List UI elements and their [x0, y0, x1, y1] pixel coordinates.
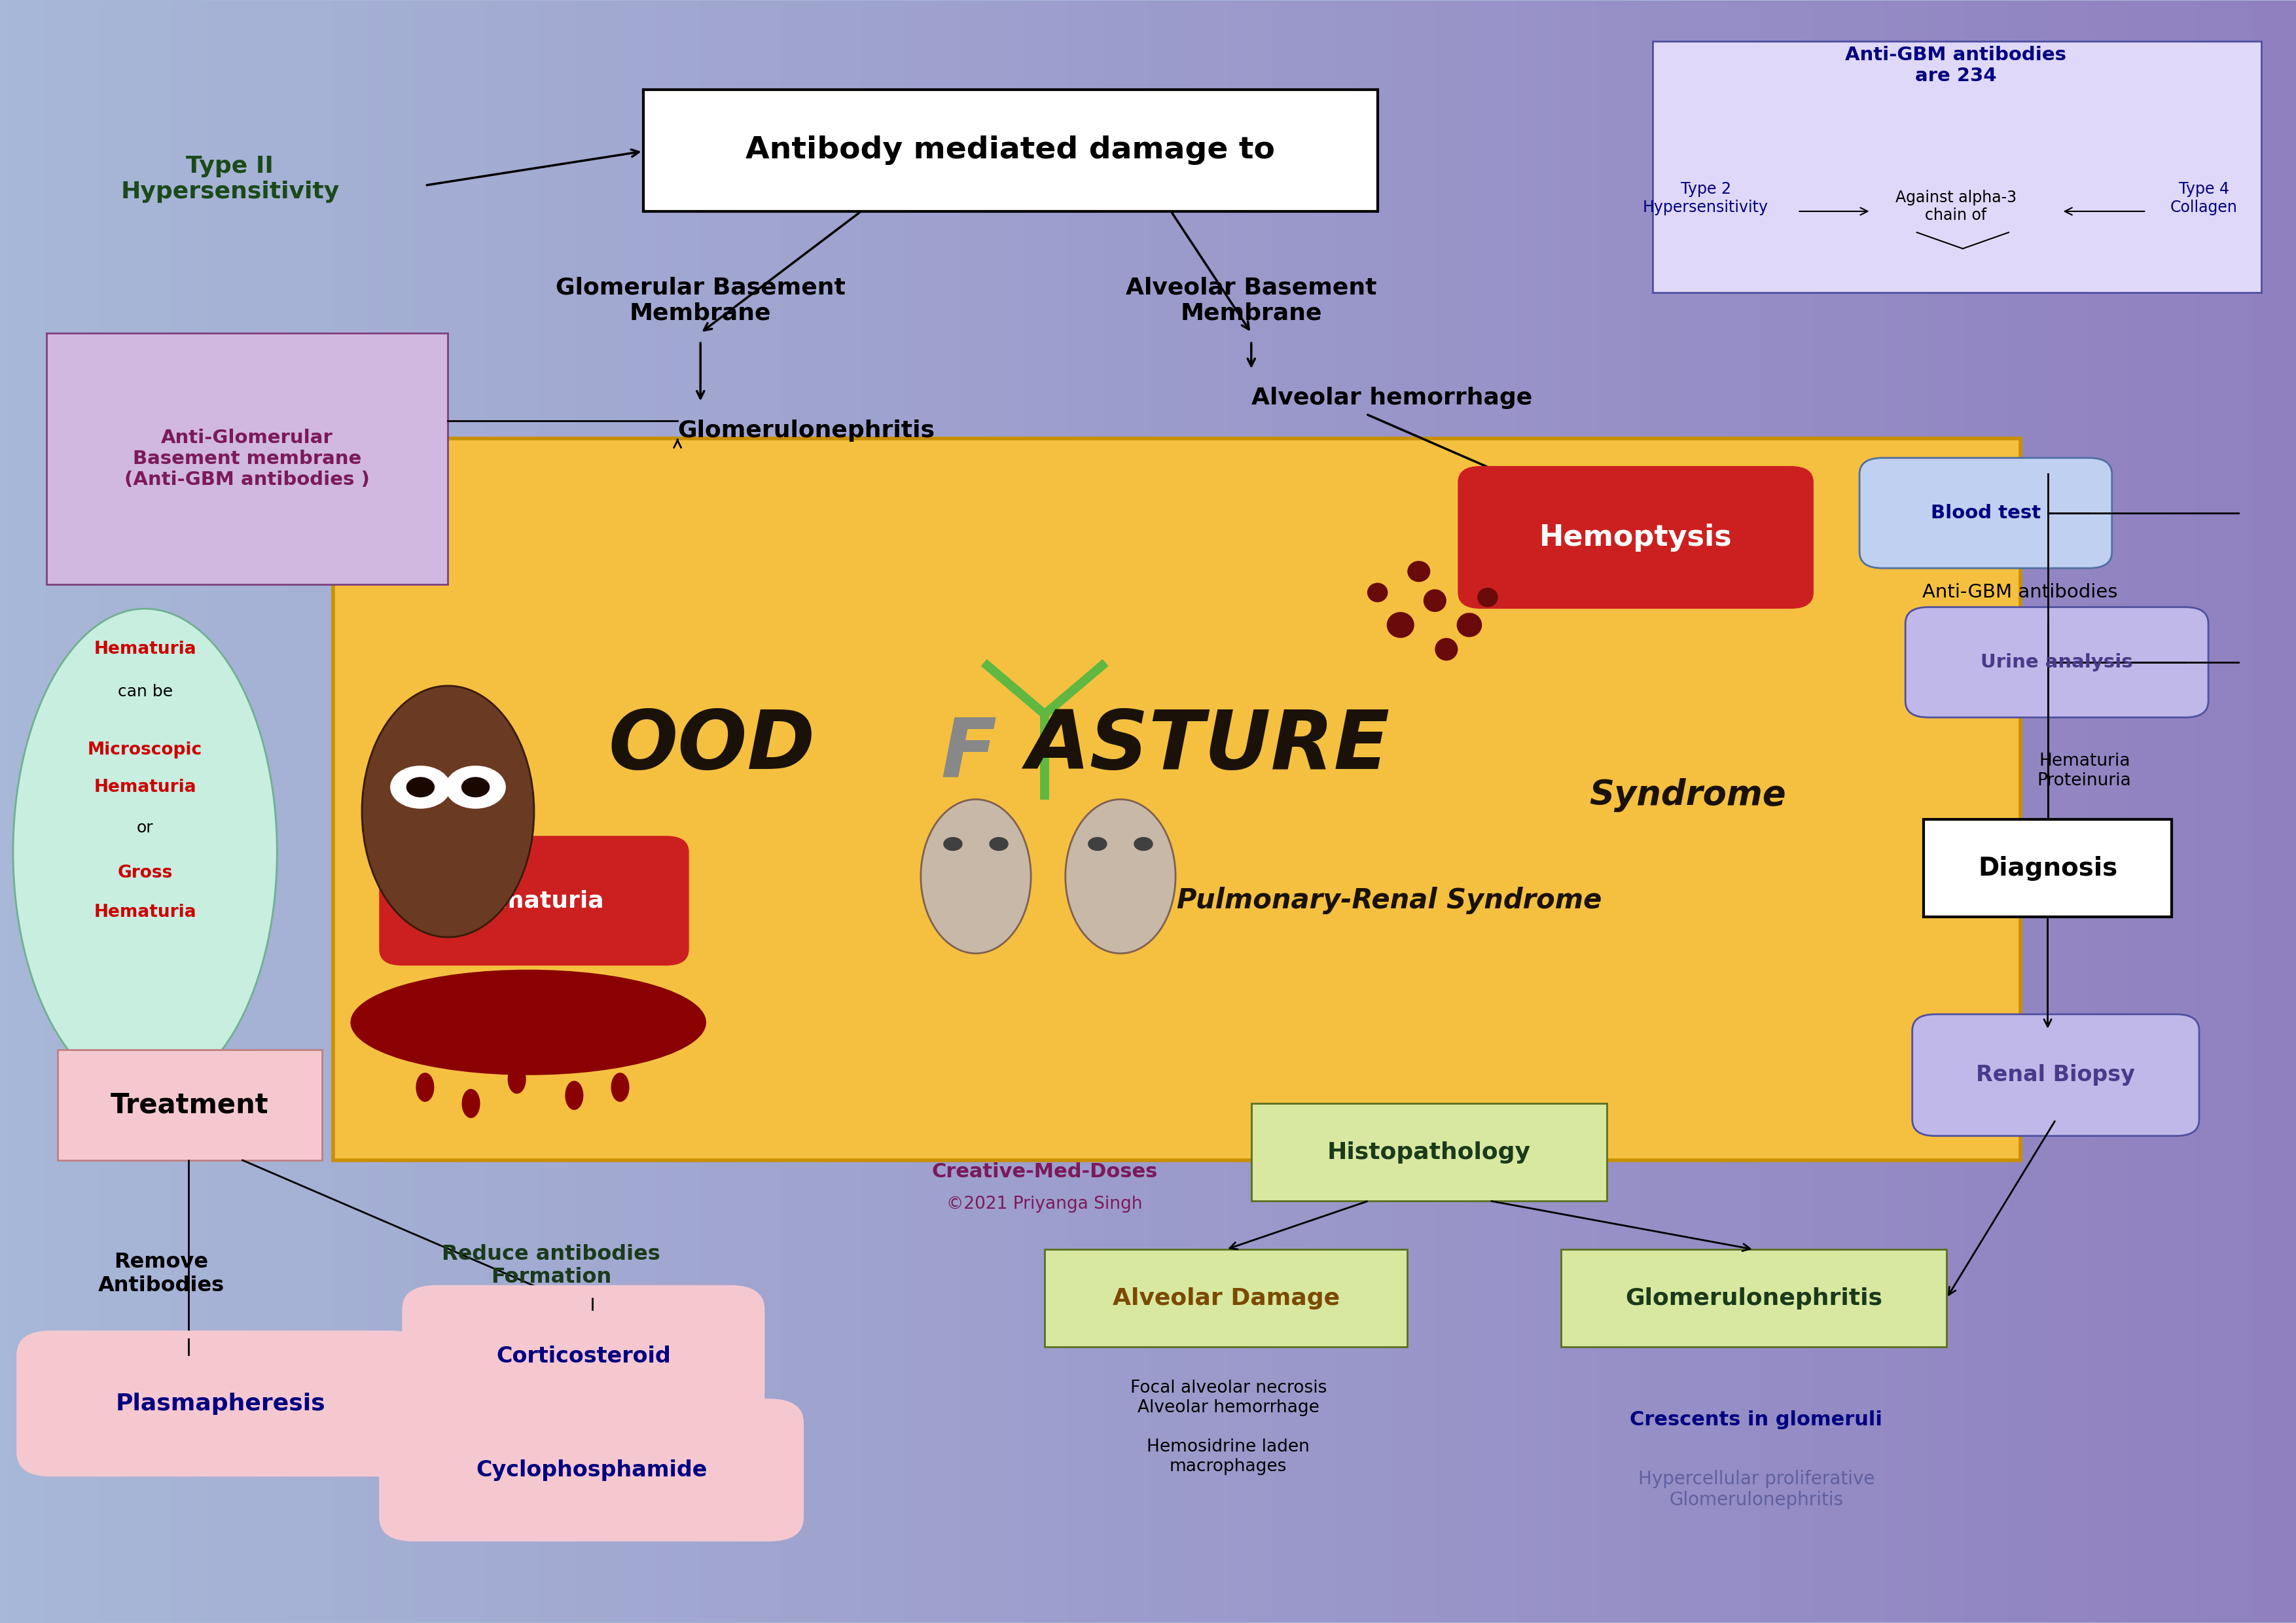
- Ellipse shape: [461, 1089, 480, 1118]
- Ellipse shape: [1366, 583, 1387, 602]
- Text: Hematuria: Hematuria: [94, 641, 195, 657]
- Text: Plasmapheresis: Plasmapheresis: [115, 1393, 326, 1415]
- Text: can be: can be: [117, 683, 172, 700]
- Text: Creative-Med-Doses: Creative-Med-Doses: [932, 1162, 1157, 1182]
- Bar: [1653, 41, 2262, 292]
- Text: Cyclophosphamide: Cyclophosphamide: [475, 1459, 707, 1480]
- Text: OOD: OOD: [608, 708, 815, 786]
- Circle shape: [445, 766, 505, 808]
- Ellipse shape: [1407, 562, 1430, 583]
- Ellipse shape: [1435, 638, 1458, 661]
- Text: Type 2
Hypersensitivity: Type 2 Hypersensitivity: [1644, 182, 1768, 216]
- Circle shape: [1134, 837, 1153, 850]
- Bar: [1561, 1250, 1947, 1347]
- Text: Hematuria
Proteinuria: Hematuria Proteinuria: [2037, 753, 2131, 789]
- Bar: [333, 438, 2020, 1160]
- Text: ASTURE: ASTURE: [1026, 708, 1389, 786]
- Text: Alveolar hemorrhage: Alveolar hemorrhage: [1251, 386, 1531, 409]
- FancyBboxPatch shape: [1906, 607, 2209, 717]
- Text: Anti-Glomerular
Basement membrane
(Anti-GBM antibodies ): Anti-Glomerular Basement membrane (Anti-…: [124, 428, 370, 489]
- Circle shape: [1088, 837, 1107, 850]
- Ellipse shape: [507, 1065, 526, 1094]
- Text: Alveolar Damage: Alveolar Damage: [1114, 1287, 1339, 1310]
- Circle shape: [406, 777, 434, 797]
- Text: Type II
Hypersensitivity: Type II Hypersensitivity: [122, 154, 340, 203]
- Circle shape: [990, 837, 1008, 850]
- Text: Histopathology: Histopathology: [1327, 1141, 1531, 1164]
- Text: Anti-GBM antibodies
are 234: Anti-GBM antibodies are 234: [1846, 45, 2066, 84]
- Text: Alveolar Basement
Membrane: Alveolar Basement Membrane: [1125, 276, 1378, 325]
- Circle shape: [944, 837, 962, 850]
- Text: Anti-GBM antibodies: Anti-GBM antibodies: [1922, 583, 2117, 602]
- Text: Diagnosis: Diagnosis: [1977, 855, 2117, 881]
- Bar: [1924, 820, 2172, 917]
- Circle shape: [390, 766, 450, 808]
- FancyBboxPatch shape: [402, 1285, 765, 1428]
- Bar: [57, 1050, 321, 1160]
- Text: Focal alveolar necrosis
Alveolar hemorrhage

Hemosidrine laden
macrophages: Focal alveolar necrosis Alveolar hemorrh…: [1130, 1380, 1327, 1475]
- Text: Against alpha-3
chain of: Against alpha-3 chain of: [1894, 190, 2016, 224]
- Ellipse shape: [416, 1073, 434, 1102]
- Ellipse shape: [1476, 588, 1497, 607]
- Ellipse shape: [1456, 613, 1481, 638]
- Ellipse shape: [363, 687, 535, 936]
- Text: Glomerulonephritis: Glomerulonephritis: [677, 419, 934, 441]
- Ellipse shape: [921, 800, 1031, 953]
- FancyBboxPatch shape: [1913, 1014, 2200, 1136]
- Text: Remove
Antibodies: Remove Antibodies: [99, 1251, 225, 1295]
- Text: Microscopic: Microscopic: [87, 742, 202, 758]
- Text: F: F: [941, 716, 996, 794]
- Text: ©2021 Priyanga Singh: ©2021 Priyanga Singh: [946, 1196, 1143, 1212]
- FancyBboxPatch shape: [16, 1331, 425, 1477]
- Text: Urine analysis: Urine analysis: [1981, 652, 2133, 672]
- FancyBboxPatch shape: [1458, 466, 1814, 609]
- Ellipse shape: [351, 969, 707, 1074]
- Ellipse shape: [565, 1081, 583, 1110]
- Text: Renal Biopsy: Renal Biopsy: [1977, 1065, 2135, 1086]
- Ellipse shape: [1065, 800, 1176, 953]
- Text: Hypercellular proliferative
Glomerulonephritis: Hypercellular proliferative Glomerulonep…: [1637, 1470, 1874, 1509]
- Text: Hematuria: Hematuria: [94, 904, 195, 920]
- FancyBboxPatch shape: [1860, 458, 2112, 568]
- Text: Reduce antibodies
Formation: Reduce antibodies Formation: [443, 1243, 661, 1287]
- FancyBboxPatch shape: [379, 1399, 804, 1542]
- Text: Corticosteroid: Corticosteroid: [496, 1345, 670, 1367]
- Ellipse shape: [1387, 612, 1414, 638]
- Text: Treatment: Treatment: [110, 1091, 269, 1118]
- Text: Pulmonary-Renal Syndrome: Pulmonary-Renal Syndrome: [1176, 888, 1603, 914]
- Text: Syndrome: Syndrome: [1589, 779, 1786, 812]
- Text: Gross: Gross: [117, 865, 172, 881]
- Text: Crescents in glomeruli: Crescents in glomeruli: [1630, 1410, 1883, 1430]
- Text: Hematuria: Hematuria: [464, 889, 604, 912]
- Text: Blood test: Blood test: [1931, 503, 2041, 523]
- Text: Type 4
Collagen: Type 4 Collagen: [2170, 182, 2236, 216]
- Ellipse shape: [1424, 589, 1446, 612]
- Text: Hemoptysis: Hemoptysis: [1538, 523, 1731, 552]
- Text: or: or: [138, 820, 154, 836]
- Ellipse shape: [611, 1073, 629, 1102]
- Text: Glomerulonephritis: Glomerulonephritis: [1626, 1287, 1883, 1310]
- Text: Hematuria: Hematuria: [94, 779, 195, 795]
- Bar: [1045, 1250, 1407, 1347]
- Text: Antibody mediated damage to: Antibody mediated damage to: [746, 136, 1274, 166]
- FancyBboxPatch shape: [379, 836, 689, 966]
- Ellipse shape: [14, 609, 278, 1096]
- Bar: [643, 89, 1378, 211]
- Bar: [1251, 1104, 1607, 1201]
- Text: Glomerular Basement
Membrane: Glomerular Basement Membrane: [556, 276, 845, 325]
- Bar: [46, 333, 448, 584]
- Text: G: G: [402, 716, 471, 794]
- Circle shape: [461, 777, 489, 797]
